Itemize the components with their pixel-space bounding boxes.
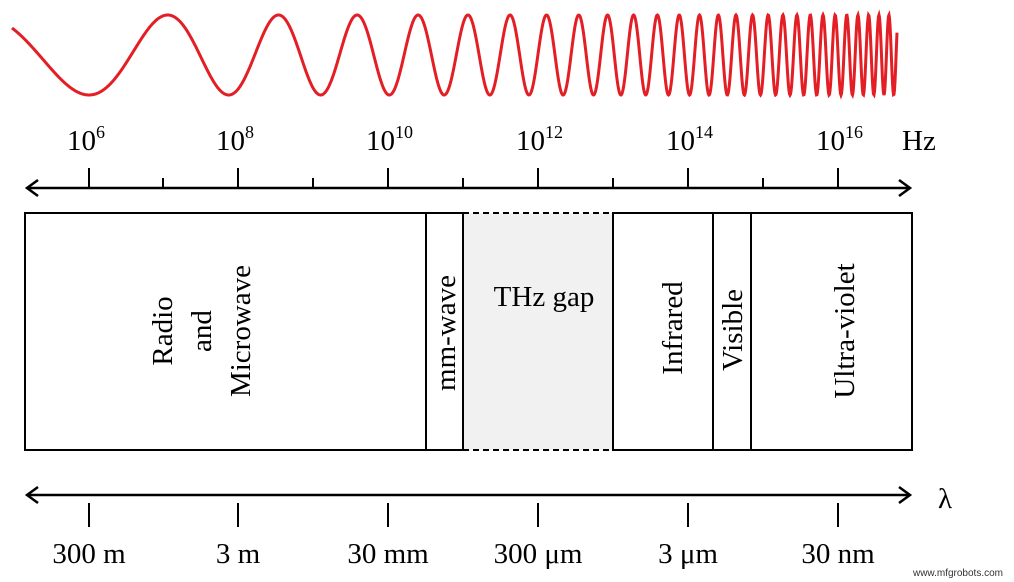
arrow-left-icon: [24, 178, 39, 198]
band-infrared: Infrared: [657, 281, 689, 375]
wavelength-tick-label: 30 nm: [801, 538, 875, 570]
chirp-wave: [11, 9, 899, 100]
wavelength-tick-label: 3 m: [216, 538, 261, 570]
frequency-tick-label: 1016: [816, 122, 863, 157]
band-radio-microwave: Radio and Microwave: [147, 265, 257, 397]
wavelength-tick-label: 300 μm: [494, 538, 583, 570]
wavelength-unit: λ: [938, 483, 952, 515]
wavelength-tick-label: 300 m: [52, 538, 126, 570]
band-thz-gap: THz gap: [494, 281, 595, 313]
frequency-tick-label: 106: [67, 122, 105, 157]
frequency-axis: 106 108 1010 1012 1014 1016 Hz: [24, 122, 936, 198]
svg-text:Microwave: Microwave: [225, 265, 257, 397]
watermark: www.mfgrobots.com: [912, 568, 1003, 579]
svg-text:and: and: [186, 310, 218, 352]
arrow-right-icon: [898, 485, 913, 505]
wavelength-axis: 300 m 3 m 30 mm 300 μm 3 μm 30 nm λ: [24, 483, 952, 570]
arrow-left-icon: [24, 485, 39, 505]
thz-gap-fill: [463, 213, 613, 450]
band-visible: Visible: [717, 289, 749, 371]
frequency-unit: Hz: [902, 125, 936, 157]
spectrum-bands: Radio and Microwave mm-wave THz gap Infr…: [24, 212, 913, 451]
frequency-tick-label: 108: [216, 122, 254, 157]
band-ultra-violet: Ultra-violet: [829, 263, 861, 398]
frequency-tick-label: 1010: [366, 122, 413, 157]
band-mm-wave: mm-wave: [430, 275, 462, 391]
frequency-tick-label: 1012: [516, 122, 563, 157]
svg-text:Radio: Radio: [147, 296, 179, 365]
wavelength-tick-label: 30 mm: [347, 538, 429, 570]
frequency-tick-label: 1014: [666, 122, 713, 157]
wavelength-tick-label: 3 μm: [658, 538, 718, 570]
arrow-right-icon: [898, 178, 913, 198]
